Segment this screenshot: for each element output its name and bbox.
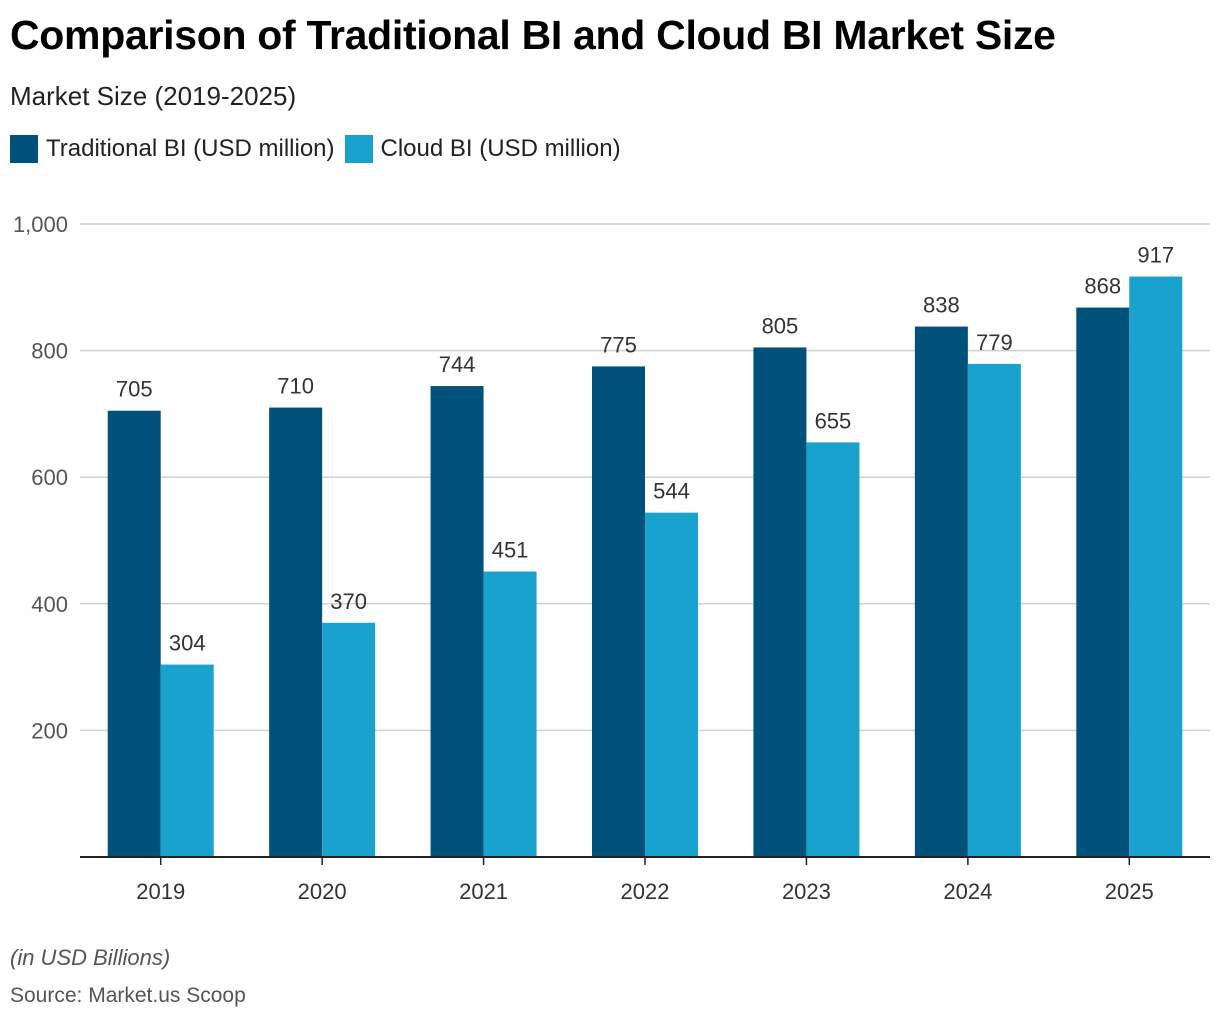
bar-traditional bbox=[430, 386, 484, 857]
legend-swatch-cloud bbox=[344, 135, 373, 163]
data-label: 868 bbox=[1084, 274, 1121, 299]
data-label: 544 bbox=[653, 479, 690, 504]
x-tick-label: 2024 bbox=[943, 879, 992, 904]
data-label: 370 bbox=[330, 589, 367, 614]
x-tick-label: 2021 bbox=[459, 879, 508, 904]
bar-traditional bbox=[592, 366, 645, 857]
x-tick-label: 2019 bbox=[136, 879, 185, 904]
data-label: 838 bbox=[923, 293, 960, 318]
units-note: (in USD Billions) bbox=[10, 945, 171, 970]
x-tick-label: 2020 bbox=[298, 879, 347, 904]
source-note: Source: Market.us Scoop bbox=[10, 984, 246, 1007]
chart-subtitle: Market Size (2019-2025) bbox=[10, 81, 297, 111]
bar-traditional bbox=[1076, 307, 1130, 857]
y-tick-label: 200 bbox=[31, 718, 68, 743]
data-label: 917 bbox=[1137, 243, 1174, 268]
bar-traditional bbox=[269, 407, 323, 857]
legend: Traditional BI (USD million) Cloud BI (U… bbox=[10, 135, 621, 163]
legend-item-cloud: Cloud BI (USD million) bbox=[344, 135, 621, 163]
legend-swatch-traditional bbox=[10, 135, 38, 163]
data-label: 744 bbox=[439, 352, 476, 377]
data-label: 779 bbox=[976, 330, 1013, 355]
bar-cloud bbox=[322, 622, 376, 857]
data-label: 655 bbox=[815, 408, 852, 433]
legend-label-traditional: Traditional BI (USD million) bbox=[46, 135, 335, 162]
y-tick-label: 400 bbox=[31, 592, 68, 617]
chart-title: Comparison of Traditional BI and Cloud B… bbox=[10, 12, 1056, 58]
legend-label-cloud: Cloud BI (USD million) bbox=[380, 135, 621, 162]
bar-cloud bbox=[645, 512, 698, 857]
bar-cloud bbox=[806, 442, 860, 857]
x-tick-label: 2023 bbox=[782, 879, 831, 904]
bar-cloud bbox=[160, 664, 214, 857]
data-label: 705 bbox=[116, 377, 153, 402]
x-tick-label: 2022 bbox=[621, 879, 670, 904]
data-label: 451 bbox=[492, 538, 529, 563]
data-label: 805 bbox=[762, 313, 799, 338]
bar-cloud bbox=[483, 571, 537, 857]
legend-item-traditional: Traditional BI (USD million) bbox=[10, 135, 335, 163]
x-tick-label: 2025 bbox=[1105, 879, 1154, 904]
y-tick-label: 800 bbox=[31, 339, 68, 364]
bar-cloud bbox=[967, 363, 1021, 857]
bar-traditional bbox=[914, 326, 968, 857]
y-tick-label: 600 bbox=[31, 465, 68, 490]
bar-traditional bbox=[107, 410, 161, 857]
bar-cloud bbox=[1129, 276, 1183, 857]
data-label: 304 bbox=[169, 631, 206, 656]
data-label: 710 bbox=[277, 374, 314, 399]
bar-traditional bbox=[753, 347, 807, 857]
y-tick-label: 1,000 bbox=[13, 212, 68, 237]
data-label: 775 bbox=[600, 332, 637, 357]
